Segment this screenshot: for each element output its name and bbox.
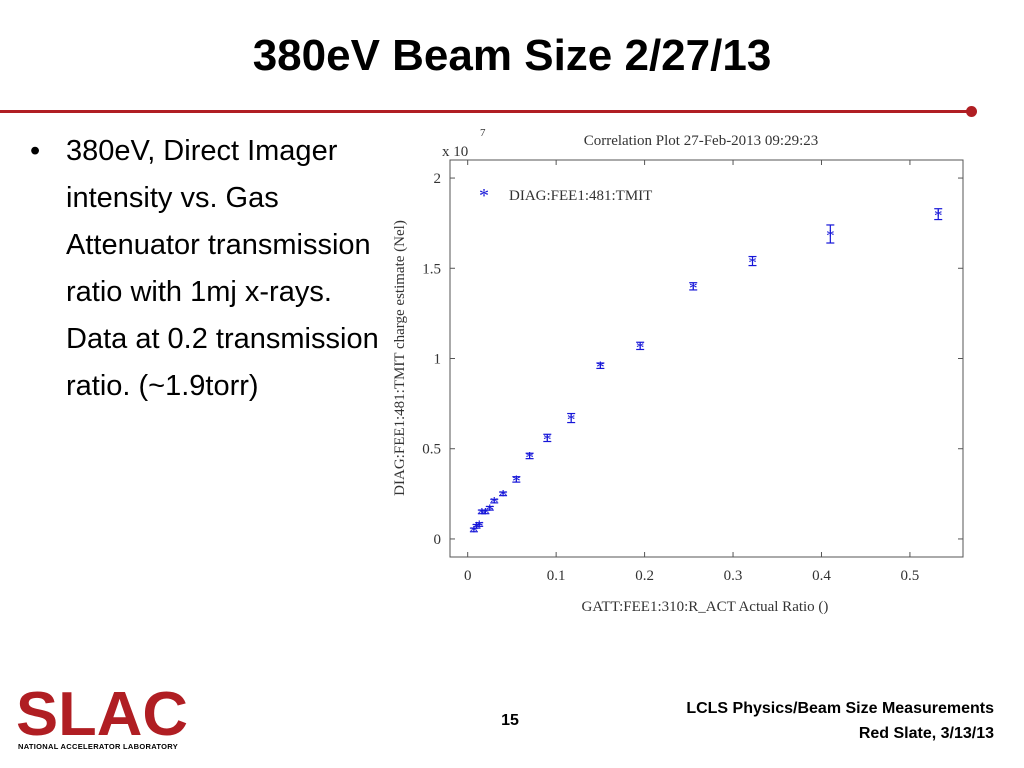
point-marker: *	[472, 518, 481, 537]
x-tick-label: 0.4	[812, 568, 831, 584]
x-tick-label: 0.2	[635, 568, 654, 584]
logo-wordmark: SLAC	[16, 686, 188, 740]
data-point: *	[567, 410, 576, 429]
point-marker: *	[525, 448, 534, 467]
axis-ticks: 0 0.1 0.2 0.3 0.4 0.5 0 0.5 1 1.5 2	[422, 160, 963, 584]
y-tick-label: 1	[434, 352, 442, 368]
footer-line-1: LCLS Physics/Beam Size Measurements	[686, 700, 994, 717]
y-multiplier-exponent: 7	[480, 127, 486, 139]
plot-area	[449, 159, 964, 558]
correlation-plot: Correlation Plot 27-Feb-2013 09:29:23 x …	[392, 127, 964, 615]
data-point: *	[934, 206, 943, 225]
data-point: *	[636, 338, 645, 357]
point-marker: *	[470, 522, 479, 541]
point-marker: *	[481, 504, 490, 523]
data-point: *	[596, 358, 605, 377]
data-point: *	[475, 517, 484, 536]
y-tick-label: 0.5	[422, 442, 441, 458]
x-tick-label: 0.1	[547, 568, 566, 584]
data-point: *	[543, 430, 552, 449]
legend-marker: *	[479, 185, 489, 207]
point-marker: *	[499, 486, 508, 505]
data-points: ******* ***********	[470, 206, 943, 541]
x-axis-label: GATT:FEE1:310:R_ACT Actual Ratio ()	[582, 599, 829, 615]
point-marker: *	[486, 500, 495, 519]
legend-label: DIAG:FEE1:481:TMIT	[509, 188, 652, 204]
data-point: *	[490, 493, 499, 512]
data-point: *	[512, 471, 521, 490]
legend: * DIAG:FEE1:481:TMIT	[479, 185, 652, 207]
y-multiplier: x 10	[442, 144, 468, 160]
point-marker: *	[512, 471, 521, 490]
bullet-text: 380eV, Direct Imager intensity vs. Gas A…	[66, 135, 379, 402]
point-marker: *	[490, 493, 499, 512]
data-point: *	[748, 253, 757, 272]
point-marker: *	[596, 358, 605, 377]
x-tick-label: 0.5	[901, 568, 920, 584]
point-marker: *	[826, 226, 835, 245]
title-divider	[0, 110, 970, 113]
y-tick-label: 0	[434, 532, 442, 548]
y-axis-label: DIAG:FEE1:481:TMIT charge estimate (Nel)	[392, 220, 408, 496]
point-marker: *	[636, 338, 645, 357]
x-tick-label: 0.3	[724, 568, 743, 584]
footer-info: LCLS Physics/Beam Size Measurements Red …	[686, 696, 994, 746]
point-marker: *	[689, 278, 698, 297]
slac-logo: SLAC	[16, 686, 188, 740]
point-marker: *	[748, 253, 757, 272]
slide-title: 380eV Beam Size 2/27/13	[252, 31, 772, 80]
point-marker: *	[475, 517, 484, 536]
point-marker: *	[567, 410, 576, 429]
page-number: 15	[501, 712, 519, 729]
data-point: *	[689, 278, 698, 297]
footer-line-2: Red Slate, 3/13/13	[858, 725, 994, 742]
divider-end-dot	[966, 106, 977, 117]
y-tick-label: 1.5	[422, 261, 441, 277]
y-tick-label: 2	[434, 171, 442, 187]
x-tick-label: 0	[464, 568, 472, 584]
data-point: *	[499, 486, 508, 505]
data-point: *	[826, 224, 835, 245]
chart-title: Correlation Plot 27-Feb-2013 09:29:23	[584, 133, 819, 149]
point-marker: *	[543, 430, 552, 449]
bullet-marker: •	[30, 135, 41, 167]
data-point: *	[486, 500, 495, 519]
point-marker: *	[934, 206, 943, 225]
data-point: *	[525, 448, 534, 467]
logo-subtitle: NATIONAL ACCELERATOR LABORATORY	[18, 742, 178, 751]
